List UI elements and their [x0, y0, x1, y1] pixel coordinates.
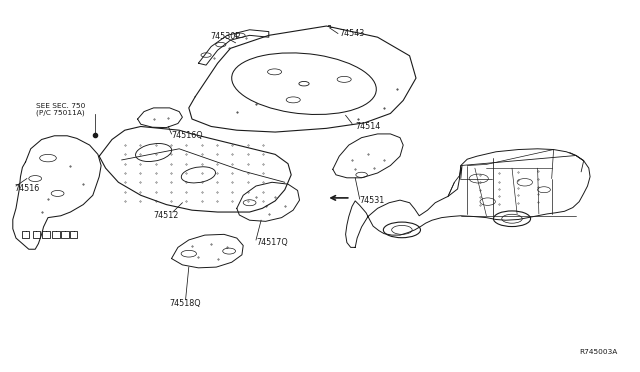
Text: 74518Q: 74518Q — [170, 299, 202, 308]
Text: SEE SEC. 750: SEE SEC. 750 — [36, 103, 86, 109]
Text: 74531: 74531 — [360, 196, 385, 205]
Text: R745003A: R745003A — [579, 349, 618, 355]
Text: 74512: 74512 — [154, 211, 179, 220]
Text: 74543: 74543 — [339, 29, 364, 38]
Text: (P/C 75011A): (P/C 75011A) — [36, 110, 85, 116]
Text: 74516Q: 74516Q — [172, 131, 203, 140]
Text: 74517Q: 74517Q — [256, 238, 288, 247]
Text: 74514: 74514 — [355, 122, 380, 131]
Text: 74516: 74516 — [14, 185, 39, 193]
Text: 74530P: 74530P — [211, 32, 240, 41]
